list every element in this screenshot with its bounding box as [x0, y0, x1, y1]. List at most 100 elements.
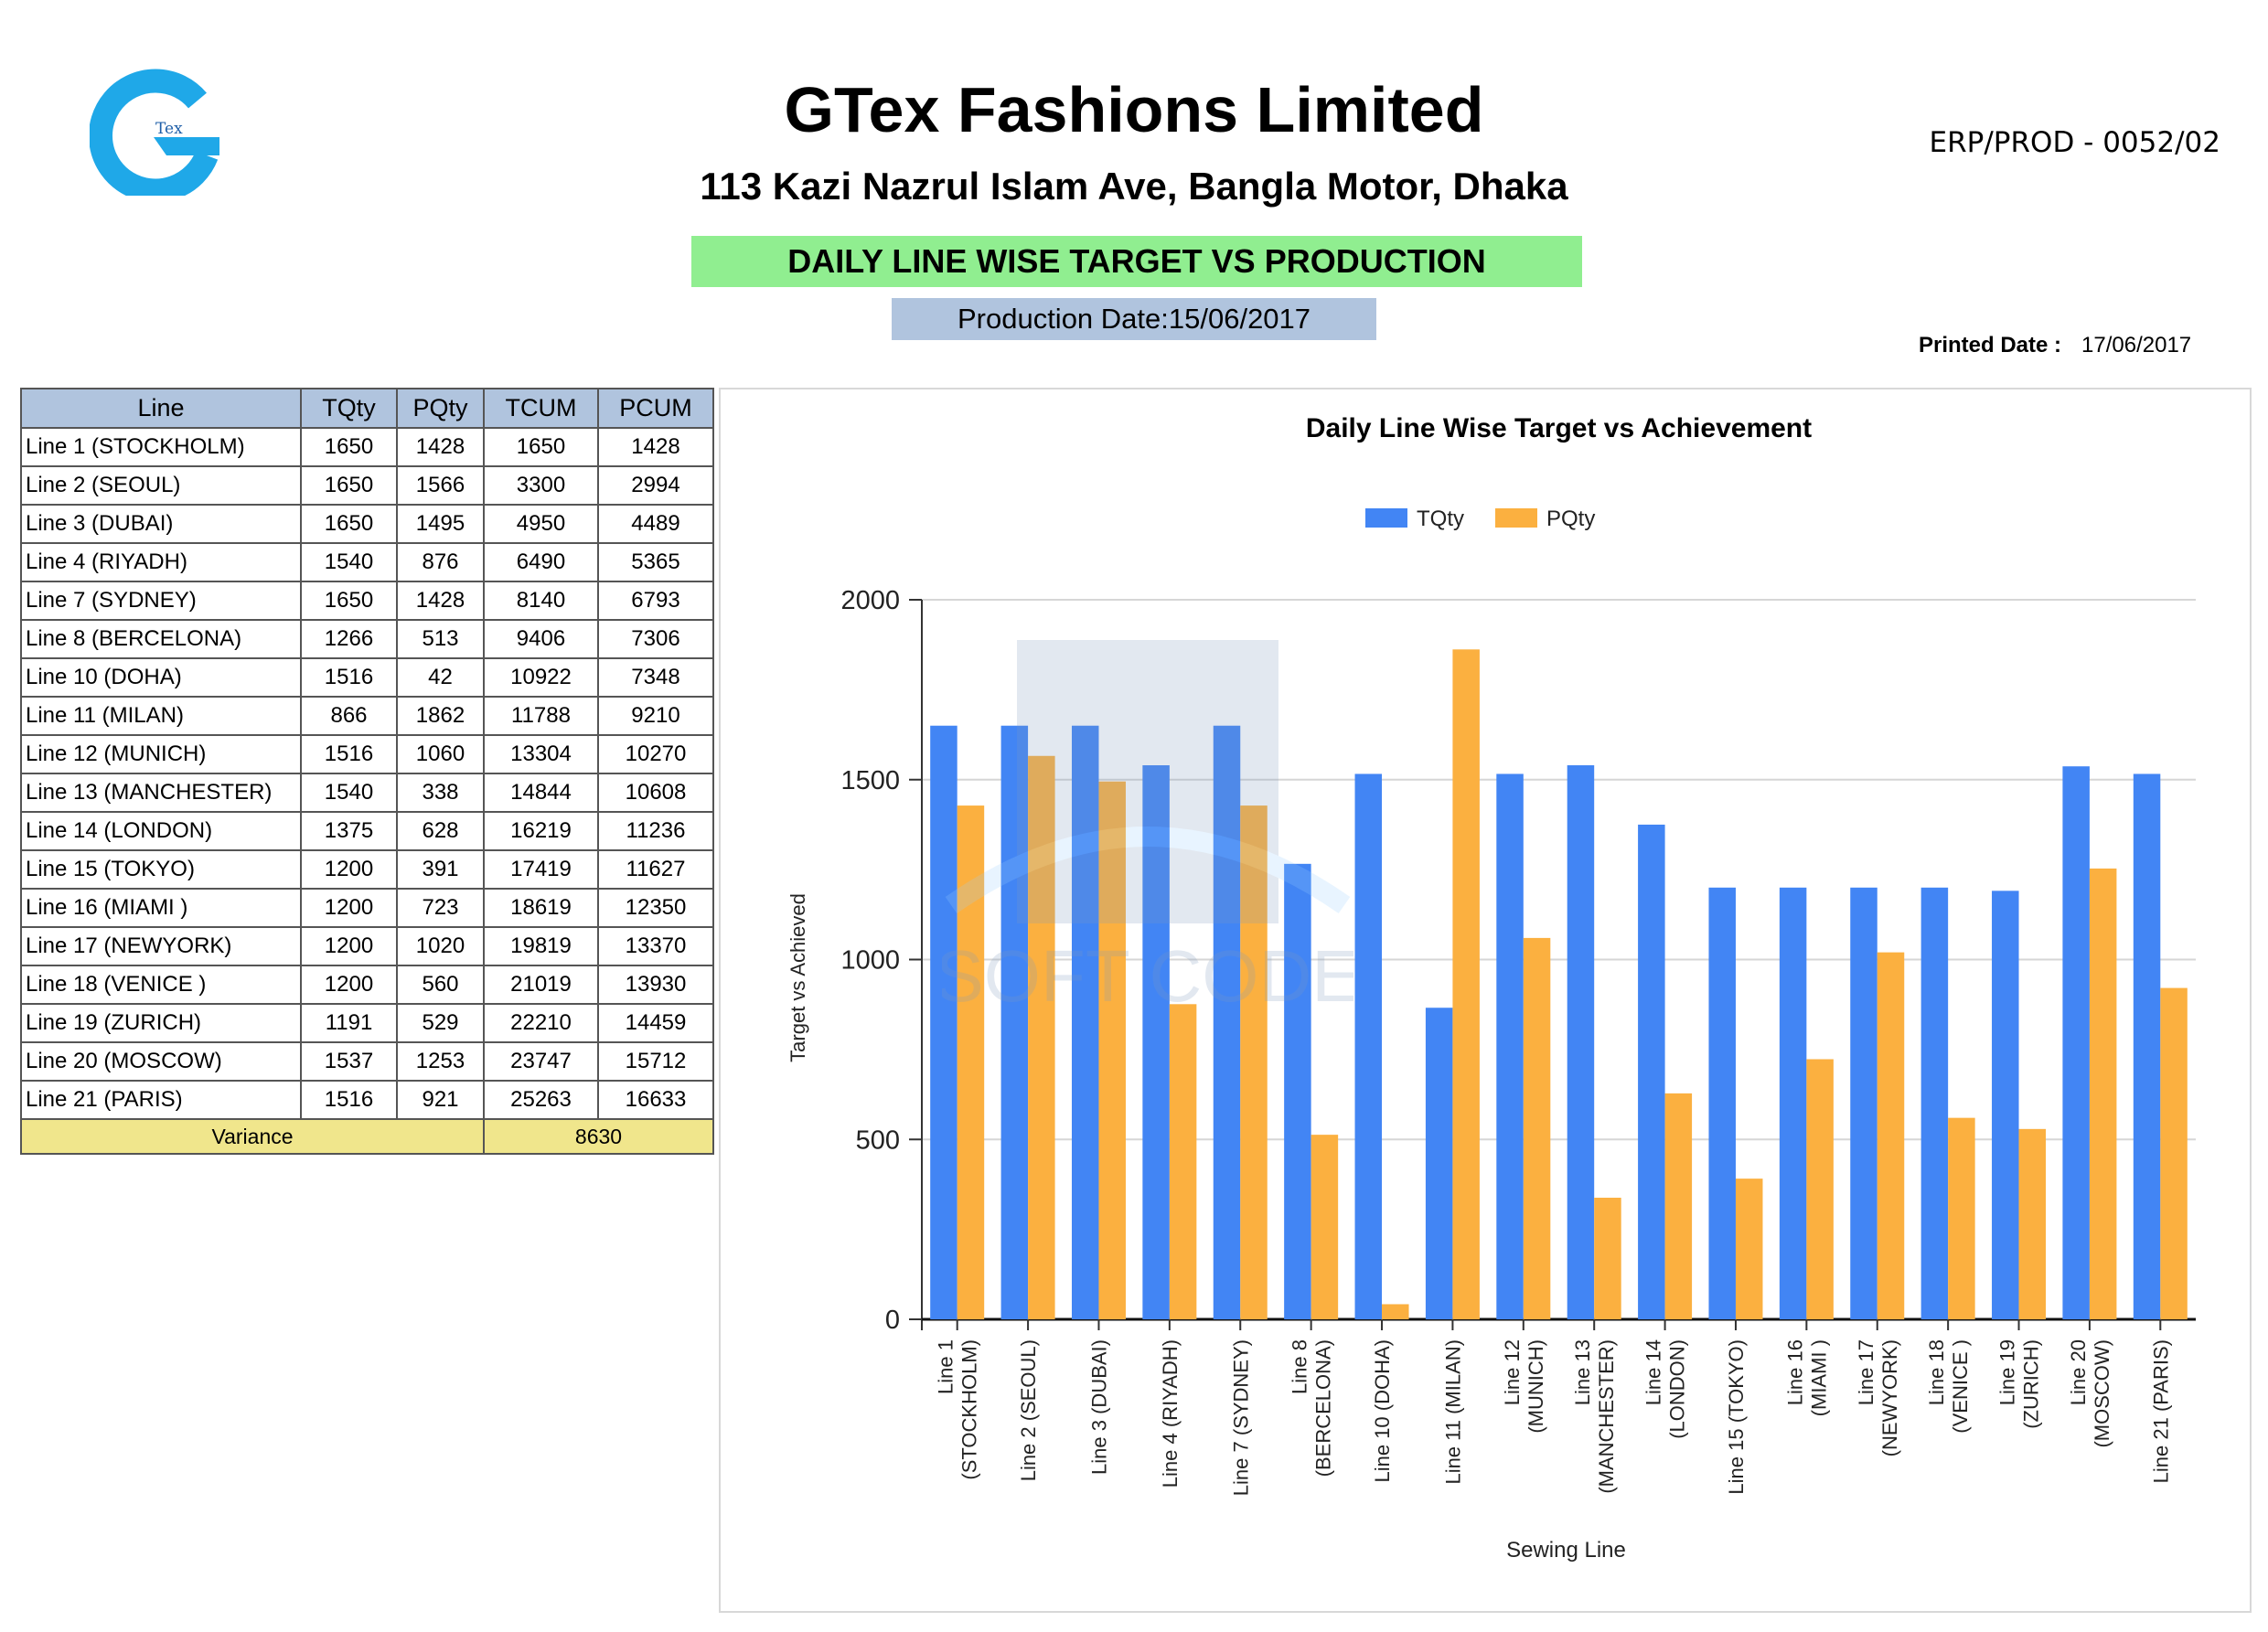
cell-line: Line 1 (STOCKHOLM)	[20, 427, 302, 467]
table-row: Line 21 (PARIS) 1516 921 25263 16633	[20, 1080, 714, 1120]
x-tick-label-line: Line 20	[2067, 1339, 2090, 1405]
bar-tqty	[1638, 824, 1665, 1319]
cell-pcum: 12350	[597, 888, 714, 928]
cell-line: Line 3 (DUBAI)	[20, 504, 302, 544]
x-tick-label-line: Line 18	[1925, 1339, 1948, 1405]
table-row: Line 13 (MANCHESTER) 1540 338 14844 10608	[20, 773, 714, 813]
cell-tqty: 866	[300, 696, 398, 736]
cell-pqty: 723	[396, 888, 485, 928]
cell-tqty: 1516	[300, 1080, 398, 1120]
cell-tqty: 1200	[300, 926, 398, 966]
x-tick-label-line: Line 21 (PARIS)	[2149, 1339, 2172, 1483]
bar-pqty	[1028, 755, 1055, 1319]
bar-pqty	[1664, 1093, 1693, 1319]
report-title: DAILY LINE WISE TARGET VS PRODUCTION	[691, 236, 1582, 287]
variance-row: Variance 8630	[20, 1118, 714, 1155]
cell-pcum: 11236	[597, 811, 714, 851]
bar-tqty	[1284, 863, 1311, 1319]
cell-line: Line 7 (SYDNEY)	[20, 581, 302, 621]
bar-tqty	[930, 725, 957, 1319]
cell-tcum: 16219	[483, 811, 599, 851]
x-tick-label-line: (BERCELONA)	[1312, 1339, 1335, 1477]
column-header-pqty: PQty	[396, 388, 485, 429]
cell-tqty: 1650	[300, 427, 398, 467]
cell-pqty: 1428	[396, 427, 485, 467]
x-tick-label-text: Line 4 (RIYADH)	[1159, 1339, 1182, 1488]
cell-line: Line 4 (RIYADH)	[20, 542, 302, 582]
x-tick-label-line: Line 12	[1501, 1339, 1524, 1405]
table-row: Line 19 (ZURICH) 1191 529 22210 14459	[20, 1003, 714, 1043]
bar-tqty	[1496, 773, 1524, 1319]
variance-label: Variance	[20, 1118, 485, 1155]
table-row: Line 15 (TOKYO) 1200 391 17419 11627	[20, 849, 714, 890]
x-tick-label-text: Line 16(MIAMI )	[1783, 1339, 1830, 1416]
cell-tqty: 1200	[300, 849, 398, 890]
cell-pcum: 1428	[597, 427, 714, 467]
table-row: Line 14 (LONDON) 1375 628 16219 11236	[20, 811, 714, 851]
cell-line: Line 18 (VENICE )	[20, 965, 302, 1005]
cell-pqty: 1495	[396, 504, 485, 544]
cell-tcum: 4950	[483, 504, 599, 544]
cell-pqty: 921	[396, 1080, 485, 1120]
y-tick-label: 1500	[840, 766, 900, 795]
cell-tqty: 1200	[300, 965, 398, 1005]
cell-pcum: 14459	[597, 1003, 714, 1043]
cell-tqty: 1650	[300, 465, 398, 506]
cell-pcum: 5365	[597, 542, 714, 582]
cell-line: Line 11 (MILAN)	[20, 696, 302, 736]
cell-tcum: 3300	[483, 465, 599, 506]
x-tick-label-line: (VENICE )	[1949, 1339, 1972, 1434]
cell-pcum: 11627	[597, 849, 714, 890]
x-tick-label: Line 11 (MILAN)	[1441, 1339, 1464, 1485]
cell-pcum: 16633	[597, 1080, 714, 1120]
cell-line: Line 13 (MANCHESTER)	[20, 773, 302, 813]
cell-tcum: 23747	[483, 1041, 599, 1082]
cell-line: Line 10 (DOHA)	[20, 657, 302, 698]
bar-tqty	[1850, 887, 1878, 1319]
document-code: ERP/PROD - 0052/02	[1929, 126, 2220, 159]
chart-title: Daily Line Wise Target vs Achievement	[1306, 413, 1812, 443]
column-header-tqty: TQty	[300, 388, 398, 429]
x-tick-label: Line 16(MIAMI )	[1783, 1339, 1830, 1416]
legend-label-tqty: TQty	[1417, 507, 1464, 531]
cell-tcum: 19819	[483, 926, 599, 966]
y-tick-label: 2000	[840, 586, 900, 615]
table-row: Line 17 (NEWYORK) 1200 1020 19819 13370	[20, 926, 714, 966]
x-tick-label-line: Line 10 (DOHA)	[1371, 1339, 1394, 1483]
cell-pqty: 1862	[396, 696, 485, 736]
bar-tqty	[1779, 887, 1807, 1319]
legend-swatch-tqty	[1365, 508, 1407, 528]
cell-tqty: 1266	[300, 619, 398, 659]
cell-line: Line 2 (SEOUL)	[20, 465, 302, 506]
x-tick-label-line: (LONDON)	[1666, 1339, 1689, 1439]
table-row: Line 12 (MUNICH) 1516 1060 13304 10270	[20, 734, 714, 774]
table-row: Line 20 (MOSCOW) 1537 1253 23747 15712	[20, 1041, 714, 1082]
logo-text: Tex	[155, 120, 183, 138]
x-tick-label-line: Line 16	[1783, 1339, 1806, 1405]
bar-tqty	[1071, 725, 1099, 1319]
bar-tqty	[1567, 765, 1595, 1319]
x-tick-label-line: (ZURICH)	[2020, 1339, 2043, 1429]
bar-tqty	[1425, 1008, 1453, 1319]
bar-pqty	[1948, 1117, 1975, 1319]
cell-pcum: 6793	[597, 581, 714, 621]
bar-tqty	[1000, 725, 1029, 1319]
bar-pqty	[1523, 937, 1551, 1319]
x-tick-label: Line 2 (SEOUL)	[1017, 1339, 1040, 1481]
table-row: Line 7 (SYDNEY) 1650 1428 8140 6793	[20, 581, 714, 621]
cell-tcum: 14844	[483, 773, 599, 813]
cell-line: Line 21 (PARIS)	[20, 1080, 302, 1120]
table-row: Line 10 (DOHA) 1516 42 10922 7348	[20, 657, 714, 698]
x-axis-title: Sewing Line	[1506, 1538, 1626, 1563]
x-tick-label: Line 8(BERCELONA)	[1289, 1339, 1335, 1477]
x-tick-label-line: Line 7 (SYDNEY)	[1229, 1339, 1252, 1496]
cell-tcum: 11788	[483, 696, 599, 736]
cell-tcum: 10922	[483, 657, 599, 698]
cell-line: Line 8 (BERCELONA)	[20, 619, 302, 659]
bar-pqty	[1735, 1179, 1763, 1319]
cell-tqty: 1375	[300, 811, 398, 851]
x-tick-label-text: Line 13(MANCHESTER)	[1571, 1339, 1618, 1494]
x-tick-label-text: Line 1(STOCKHOLM)	[935, 1339, 981, 1480]
cell-tqty: 1191	[300, 1003, 398, 1043]
table-row: Line 18 (VENICE ) 1200 560 21019 13930	[20, 965, 714, 1005]
